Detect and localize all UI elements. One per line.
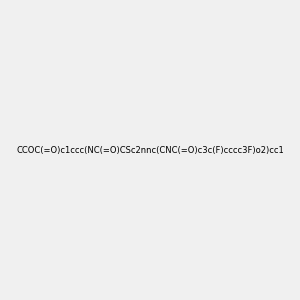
Text: CCOC(=O)c1ccc(NC(=O)CSc2nnc(CNC(=O)c3c(F)cccc3F)o2)cc1: CCOC(=O)c1ccc(NC(=O)CSc2nnc(CNC(=O)c3c(F… [16, 146, 284, 154]
